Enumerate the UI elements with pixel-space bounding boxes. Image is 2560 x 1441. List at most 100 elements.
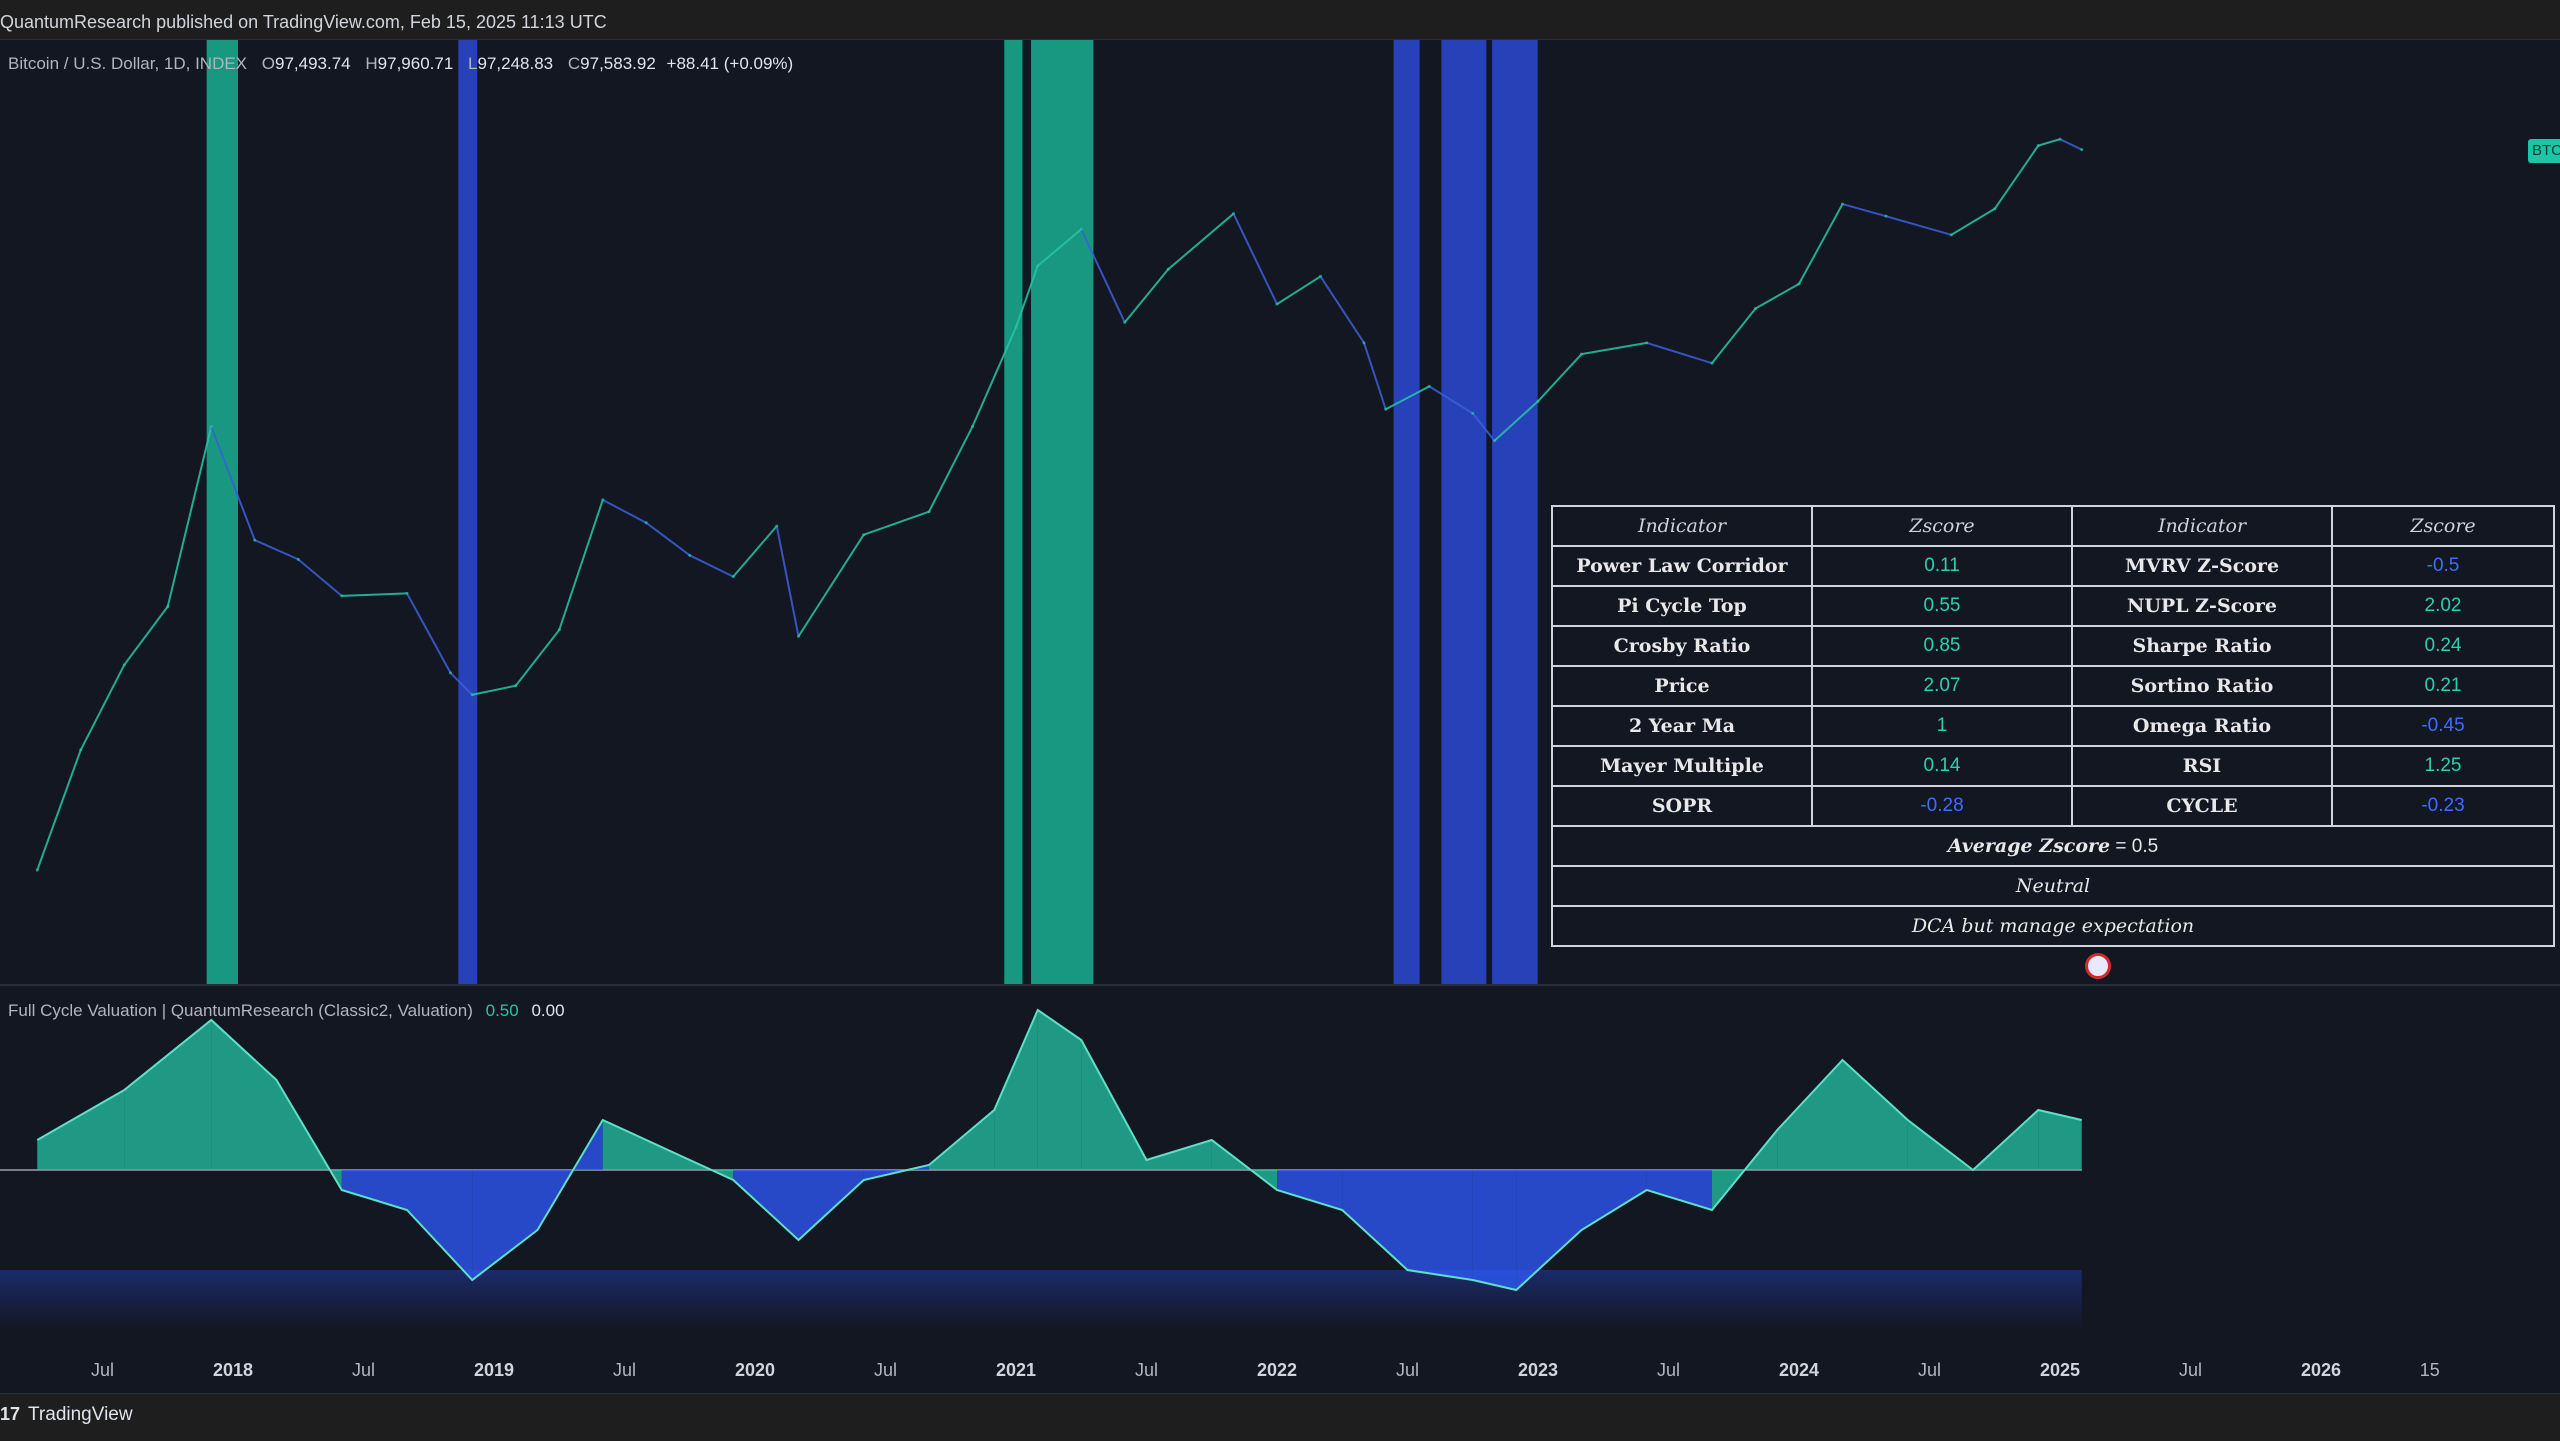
price-point [1884, 214, 1888, 218]
low-label: L [468, 54, 478, 73]
valuation-area [1277, 1170, 1343, 1210]
table-row: Pi Cycle Top 0.55 NUPL Z-Score 2.02 [1551, 585, 2555, 627]
price-segment [645, 522, 691, 557]
price-point [209, 425, 213, 429]
price-segment [732, 525, 778, 578]
valuation-area [1777, 1060, 1843, 1170]
price-segment [1471, 412, 1496, 442]
price-point [1275, 302, 1279, 306]
x-tick-label: 2019 [473, 1360, 515, 1380]
x-tick-label: 2025 [2039, 1360, 2081, 1380]
price-segment [472, 684, 516, 696]
indicator-name-cell: SOPR [1551, 785, 1813, 827]
price-segment [863, 510, 930, 536]
x-tick-label: Jul [1134, 1360, 1159, 1380]
indicator-name-cell: MVRV Z-Score [2071, 545, 2333, 587]
shaded-period [206, 40, 239, 984]
valuation-area [407, 1170, 473, 1280]
price-point [971, 425, 974, 429]
indicator-legend: Full Cycle Valuation | QuantumResearch (… [8, 1001, 565, 1021]
x-tick-label: Jul [873, 1360, 898, 1380]
symbol-ohlc: Bitcoin / U.S. Dollar, 1D, INDEX O97,493… [8, 54, 793, 74]
table-header-row: Indicator Zscore Indicator Zscore [1551, 505, 2555, 547]
price-segment [1755, 282, 1800, 310]
x-tick-label: 2024 [1778, 1360, 1820, 1380]
x-tick-label: Jul [1656, 1360, 1681, 1380]
pane-divider[interactable] [0, 984, 2560, 986]
price-tag[interactable]: BTC [2528, 139, 2560, 163]
price-segment [254, 539, 299, 561]
price-point [296, 557, 300, 561]
price-point [1841, 202, 1844, 206]
header-indicator-1: Indicator [1551, 505, 1813, 547]
indicator-name-cell: 2 Year Ma [1551, 705, 1813, 747]
indicator-name-cell: Sharpe Ratio [2071, 625, 2333, 667]
x-tick-label: 2023 [1517, 1360, 1559, 1380]
price-point [1079, 227, 1083, 231]
high-value: 97,960.71 [377, 54, 454, 73]
indicator-name-cell: Crosby Ratio [1551, 625, 1813, 667]
shaded-period [458, 40, 478, 984]
price-point [1471, 411, 1475, 415]
price-point [1754, 306, 1757, 310]
price-segment [602, 499, 647, 524]
price-segment [1885, 215, 1952, 236]
price-point [1710, 361, 1714, 365]
price-segment [1037, 228, 1082, 267]
valuation-area [994, 1010, 1038, 1170]
price-segment [1428, 385, 1474, 415]
us-flag-icon[interactable] [2085, 953, 2111, 979]
price-point [1427, 384, 1431, 388]
valuation-area [1646, 1170, 1712, 1210]
zscore-cell: -0.28 [1811, 785, 2073, 827]
zscore-cell: 0.21 [2331, 665, 2555, 707]
x-tick-label: 2026 [2300, 1360, 2342, 1380]
publish-bar: QuantumResearch published on TradingView… [0, 0, 2560, 40]
indicator-value-2: 0.00 [531, 1001, 565, 1020]
table-row: Price 2.07 Sortino Ratio 0.21 [1551, 665, 2555, 707]
header-indicator-2: Indicator [2071, 505, 2333, 547]
price-point [1384, 407, 1388, 411]
indicator-name-cell: Mayer Multiple [1551, 745, 1813, 787]
tradingview-logo[interactable]: 17 TradingView [0, 1404, 133, 1426]
zscore-table: Indicator Zscore Indicator Zscore Power … [1551, 505, 2555, 947]
indicator-name-cell: Omega Ratio [2071, 705, 2333, 747]
indicator-name-cell: RSI [2071, 745, 2333, 787]
tradingview-logo-icon: 17 [0, 1404, 21, 1424]
zscore-cell: -0.45 [2331, 705, 2555, 747]
price-segment [1015, 265, 1039, 328]
x-tick-label: Jul [2178, 1360, 2203, 1380]
brand-name: TradingView [28, 1404, 133, 1425]
price-segment [341, 592, 408, 597]
price-segment [514, 629, 561, 687]
price-segment [1993, 145, 2040, 210]
price-segment [1123, 268, 1170, 323]
valuation-area [1472, 1170, 1517, 1290]
table-row: Power Law Corridor 0.11 MVRV Z-Score -0.5 [1551, 545, 2555, 587]
price-segment [1385, 385, 1430, 411]
shaded-period [1031, 40, 1094, 984]
price-point [79, 748, 83, 752]
open-label: O [261, 54, 275, 73]
price-segment [971, 326, 1017, 427]
price-point [1123, 320, 1127, 324]
price-point [35, 868, 39, 872]
shaded-periods [206, 40, 1538, 984]
price-point [166, 604, 170, 608]
x-tick-label: 2020 [734, 1360, 776, 1380]
x-tick-label: 2022 [1256, 1360, 1298, 1380]
price-segment [1711, 307, 1757, 364]
price-segment [1232, 213, 1278, 305]
indicator-name-cell: Pi Cycle Top [1551, 585, 1813, 627]
price-segment [166, 426, 213, 607]
price-segment [1276, 275, 1322, 305]
valuation-area [211, 1020, 277, 1170]
valuation-area [2038, 1110, 2082, 1170]
valuation-area [602, 1120, 668, 1170]
x-tick-label: 2021 [995, 1360, 1037, 1380]
price-point [405, 591, 409, 595]
low-value: 97,248.83 [477, 54, 554, 73]
average-zscore: Average Zscore = 0.5 [1551, 825, 2555, 867]
price-segment [1842, 203, 1887, 218]
